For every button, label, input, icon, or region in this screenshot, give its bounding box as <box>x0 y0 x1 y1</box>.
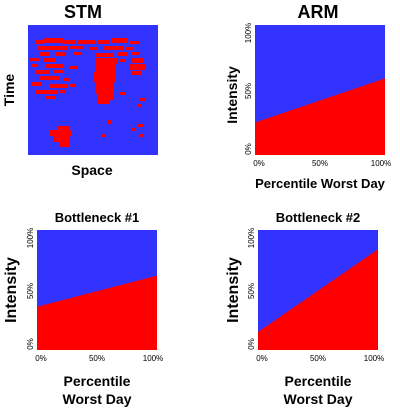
stm-heatmap-patch <box>50 130 72 136</box>
stm-heatmap-patch <box>140 98 146 101</box>
arm-xtick-label: 50% <box>312 159 328 168</box>
stm-heatmap-patch <box>56 52 66 56</box>
bottleneck2-xlabel: Percentile <box>285 373 352 389</box>
stm-heatmap-patch <box>40 52 50 56</box>
stm-heatmap-patch <box>138 104 142 107</box>
stm-heatmap-patch <box>74 52 82 55</box>
stm-heatmap-patch <box>120 92 126 95</box>
stm-heatmap-patch <box>64 78 70 81</box>
stm-heatmap-patch <box>58 126 70 131</box>
stm-heatmap-patch <box>132 71 142 75</box>
stm-heatmap-patch <box>138 124 144 127</box>
stm-heatmap-patch <box>96 53 114 57</box>
stm-heatmap-patch <box>44 58 56 62</box>
stm-heatmap-cells <box>30 38 146 147</box>
stm-heatmap-patch <box>54 70 64 73</box>
arm-ytick-label: 0% <box>244 143 253 155</box>
stm-heatmap-patch <box>126 47 134 50</box>
bottleneck2-ytick-label: 0% <box>247 338 256 350</box>
stm-heatmap-patch <box>46 96 56 99</box>
stm-heatmap-patch <box>38 46 68 50</box>
stm-heatmap-patch <box>108 120 112 124</box>
arm-xtick-label: 0% <box>253 159 265 168</box>
bottleneck1-xtick-label: 100% <box>143 354 163 363</box>
stm-heatmap-patch <box>132 52 140 55</box>
stm-heatmap-patch <box>36 70 50 74</box>
stm-heatmap-patch <box>50 84 68 88</box>
bottleneck1-ylabel: Intensity <box>3 257 20 323</box>
stm-heatmap-patch <box>118 52 128 56</box>
stm-heatmap-patch <box>130 64 146 70</box>
stm-panel: STM Space Time <box>1 2 158 178</box>
arm-ytick-label: 100% <box>244 23 253 43</box>
stm-heatmap-patch <box>98 100 110 104</box>
stm-heatmap-patch <box>70 66 78 69</box>
stm-heatmap-patch <box>96 64 116 72</box>
bottleneck1-high-area <box>37 275 157 350</box>
stm-heatmap-patch <box>78 40 96 44</box>
bottleneck2-panel: Bottleneck #2 0% 50% 100% 0% 50% 100% Percent… <box>225 210 384 407</box>
stm-heatmap-patch <box>96 82 114 94</box>
stm-heatmap-patch <box>32 82 42 86</box>
bottleneck2-xlabel2: Worst Day <box>284 391 353 407</box>
stm-heatmap-patch <box>94 72 116 82</box>
stm-heatmap-patch <box>132 58 144 63</box>
arm-title: ARM <box>298 2 339 22</box>
stm-title: STM <box>64 2 102 22</box>
stm-heatmap-patch <box>98 94 114 100</box>
stm-ylabel: Time <box>1 74 17 107</box>
bottleneck2-ytick-label: 50% <box>247 283 256 299</box>
bottleneck1-ytick-label: 50% <box>26 283 35 299</box>
stm-heatmap-patch <box>102 134 106 137</box>
stm-heatmap-patch <box>46 64 64 68</box>
stm-heatmap-patch <box>36 90 58 94</box>
bottleneck2-xtick-label: 0% <box>256 354 268 363</box>
bottleneck2-high-area <box>258 249 378 350</box>
bottleneck1-xlabel2: Worst Day <box>63 391 132 407</box>
stm-heatmap-patch <box>60 142 70 147</box>
stm-xlabel: Space <box>71 162 112 178</box>
bottleneck2-ylabel: Intensity <box>225 257 242 323</box>
bottleneck1-title: Bottleneck #1 <box>55 210 140 225</box>
stm-heatmap-patch <box>132 128 136 131</box>
stm-heatmap-patch <box>70 84 76 87</box>
bottleneck1-xlabel: Percentile <box>64 373 131 389</box>
stm-heatmap-patch <box>32 64 38 67</box>
stm-heatmap-patch <box>98 40 110 44</box>
bottleneck1-panel: Bottleneck #1 0% 50% 100% 0% 50% 100% Percent… <box>3 210 163 407</box>
bottleneck2-title: Bottleneck #2 <box>276 210 361 225</box>
arm-panel: ARM 0% 50% 100% 0% 50% 100% Percentile Worst … <box>224 2 391 191</box>
stm-heatmap-patch <box>70 46 84 49</box>
stm-heatmap-patch <box>104 46 124 50</box>
arm-ytick-label: 50% <box>244 83 253 99</box>
arm-high-area <box>255 78 385 155</box>
bottleneck1-xtick-label: 50% <box>89 354 105 363</box>
stm-heatmap-patch <box>54 136 70 142</box>
bottleneck1-ytick-label: 100% <box>26 228 35 248</box>
stm-heatmap-patch <box>35 40 43 44</box>
stm-heatmap-patch <box>62 40 76 44</box>
bottleneck2-xtick-label: 50% <box>310 354 326 363</box>
stm-heatmap-patch <box>96 58 118 64</box>
bottleneck2-ytick-label: 100% <box>247 228 256 248</box>
arm-xtick-label: 100% <box>371 159 391 168</box>
stm-heatmap-patch <box>44 38 64 43</box>
arm-ylabel: Intensity <box>224 66 240 124</box>
arm-xlabel: Percentile Worst Day <box>255 176 386 191</box>
bottleneck1-xtick-label: 0% <box>35 354 47 363</box>
stm-heatmap-patch <box>60 90 66 93</box>
stm-heatmap-patch <box>140 134 144 137</box>
stm-heatmap-patch <box>120 59 126 62</box>
bottleneck1-ytick-label: 0% <box>26 338 35 350</box>
bottleneck2-xtick-label: 100% <box>364 354 384 363</box>
stm-heatmap-patch <box>112 38 128 43</box>
stm-heatmap-patch <box>90 47 98 50</box>
stm-heatmap-patch <box>130 41 140 44</box>
stm-heatmap-patch <box>30 58 40 61</box>
stm-heatmap-patch <box>40 76 60 80</box>
